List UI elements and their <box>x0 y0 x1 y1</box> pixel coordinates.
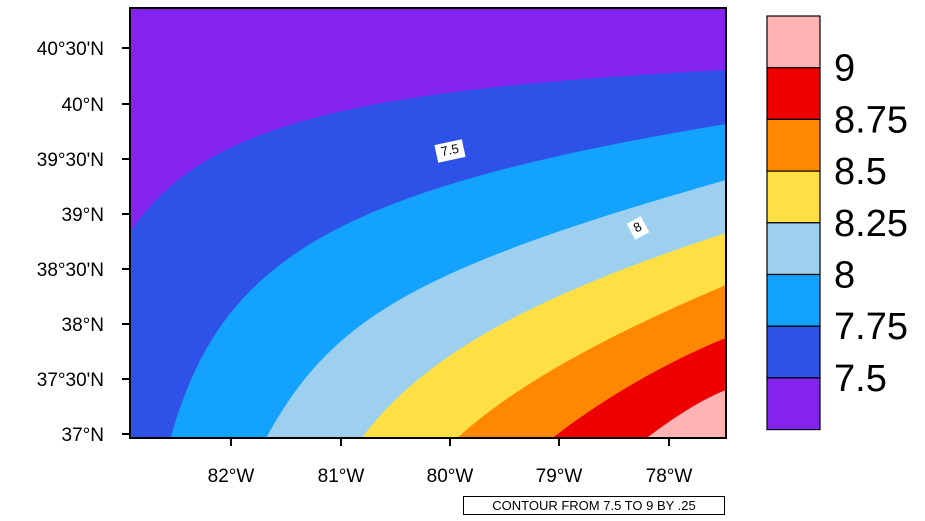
plot-frame <box>129 7 727 439</box>
lat-tick-label: 40°30'N <box>37 39 104 60</box>
legend-label: 8 <box>834 255 855 297</box>
legend-label: 7.75 <box>834 306 908 348</box>
svg-text:7.5: 7.5 <box>439 141 460 159</box>
lat-tick-label: 38°30'N <box>37 260 104 281</box>
color-legend: 9 8.75 8.5 8.25 8 7.75 7.5 <box>766 15 908 431</box>
contour-label-7.5: 7.5 <box>434 139 466 163</box>
legend-label: 8.75 <box>834 99 908 141</box>
legend-swatch <box>766 273 821 327</box>
legend-label: 8.25 <box>834 203 908 245</box>
contour-interval-note: CONTOUR FROM 7.5 TO 9 BY .25 <box>463 496 725 515</box>
legend-label: 9 <box>834 48 855 90</box>
lon-tick-label: 79°W <box>536 466 583 487</box>
legend-swatch <box>766 325 821 379</box>
legend-swatch <box>766 67 821 120</box>
lon-tick-label: 80°W <box>427 466 474 487</box>
legend-swatch <box>766 377 821 431</box>
legend-swatch <box>766 15 821 69</box>
lon-tick-label: 82°W <box>208 466 255 487</box>
longitude-axis: 82°W 81°W 80°W 79°W 78°W <box>208 438 693 487</box>
legend-label: 7.5 <box>834 358 887 400</box>
contour-fill: 7.5 8 <box>130 8 726 438</box>
lon-tick-label: 78°W <box>646 466 693 487</box>
lon-tick-label: 81°W <box>318 466 365 487</box>
legend-swatch <box>766 118 821 172</box>
legend-swatch <box>766 222 821 276</box>
latitude-axis: 40°30'N 40°N 39°30'N 39°N 38°30'N 38°N 37°30'N… <box>37 39 130 446</box>
contour-label-8: 8 <box>626 216 650 240</box>
lat-tick-label: 38°N <box>62 315 104 336</box>
band-above-9 <box>646 390 726 438</box>
legend-swatch <box>766 170 821 224</box>
lat-tick-label: 37°30'N <box>37 370 104 391</box>
lat-tick-label: 37°N <box>62 425 104 446</box>
lat-tick-label: 39°30'N <box>37 150 104 171</box>
legend-label: 8.5 <box>834 151 887 193</box>
lat-tick-label: 39°N <box>62 205 104 226</box>
lat-tick-label: 40°N <box>62 95 104 116</box>
